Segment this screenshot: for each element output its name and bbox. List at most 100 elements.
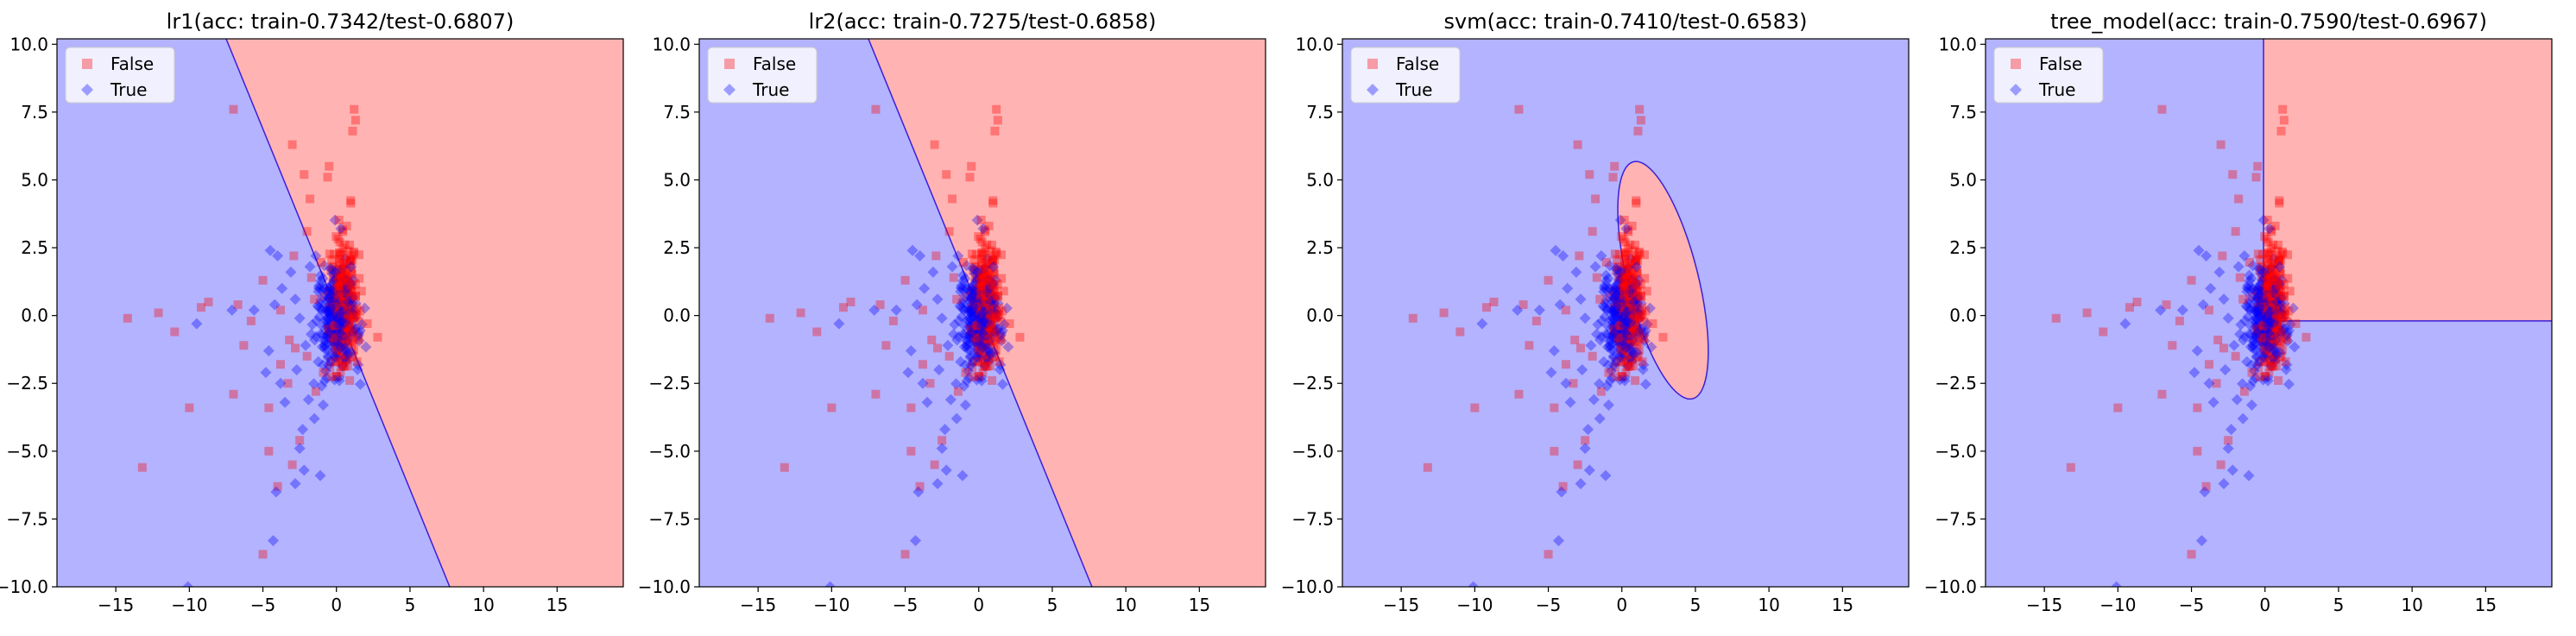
true-point (1624, 322, 1636, 334)
true-point (977, 333, 989, 345)
false-point (1005, 319, 1014, 329)
true-point (1606, 305, 1618, 317)
false-point (986, 312, 995, 321)
true-point (267, 535, 279, 547)
true-point (989, 274, 1001, 286)
true-point (976, 322, 988, 334)
false-point (1615, 338, 1625, 348)
false-point (336, 321, 345, 331)
false-point (336, 342, 345, 351)
false-point (981, 299, 990, 309)
legend-label: True (110, 79, 147, 100)
true-point (974, 335, 986, 347)
false-point (333, 235, 343, 244)
true-point (2252, 292, 2264, 304)
true-point (1625, 284, 1637, 296)
x-tick-label: −10 (1456, 595, 1493, 615)
false-point (1627, 299, 1637, 309)
true-point (2262, 320, 2274, 332)
false-point (986, 324, 995, 334)
false-point (2276, 269, 2285, 279)
false-point (969, 372, 979, 381)
false-point (1619, 273, 1628, 282)
false-point (343, 283, 352, 293)
true-point (1623, 289, 1635, 301)
true-point (2247, 282, 2259, 294)
false-point (2275, 255, 2284, 264)
false-point (330, 294, 339, 304)
true-point (968, 284, 980, 296)
false-point (2219, 343, 2229, 353)
true-point (2278, 323, 2290, 335)
true-point (2240, 299, 2252, 312)
true-point (2247, 339, 2259, 351)
false-point (346, 196, 356, 205)
false-point (2259, 293, 2269, 303)
true-point (978, 305, 990, 317)
true-point (2243, 469, 2255, 482)
false-point (2267, 317, 2276, 326)
true-point (1599, 311, 1611, 323)
false-point (2264, 305, 2274, 315)
false-point (1636, 292, 1645, 301)
false-point (335, 324, 344, 334)
false-point (336, 259, 345, 268)
true-point (337, 360, 349, 372)
y-tick-label: −7.5 (648, 508, 691, 529)
false-point (977, 313, 987, 323)
true-point (974, 284, 986, 296)
true-point (2254, 311, 2266, 323)
true-point (1579, 443, 1591, 455)
false-point (846, 297, 856, 306)
true-point (333, 350, 345, 362)
false-point (2275, 198, 2284, 208)
false-point (332, 372, 342, 381)
false-point (1623, 350, 1632, 360)
true-point (2261, 337, 2273, 349)
false-point (338, 289, 348, 299)
true-point (982, 253, 994, 265)
true-point (2263, 295, 2276, 307)
false-point (974, 232, 983, 242)
true-point (1575, 478, 1587, 490)
x-tick-label: −15 (1383, 595, 1419, 615)
true-point (1582, 424, 1594, 436)
false-point (2262, 342, 2271, 351)
true-point (2262, 323, 2274, 335)
y-tick-label: 7.5 (663, 102, 691, 123)
false-point (2275, 255, 2284, 265)
true-point (1626, 274, 1638, 287)
true-point (332, 299, 344, 311)
true-point (1626, 317, 1638, 329)
false-point (987, 316, 996, 325)
true-point (959, 273, 971, 285)
false-point (2265, 306, 2275, 316)
false-point (875, 300, 885, 310)
true-point (975, 316, 988, 328)
false-point (2267, 264, 2276, 274)
false-point (302, 351, 312, 361)
false-point (1630, 320, 1639, 330)
false-point (264, 446, 274, 456)
false-point (981, 299, 990, 309)
false-point (988, 303, 998, 312)
true-point (967, 262, 979, 274)
true-point (969, 286, 982, 298)
true-point (336, 306, 348, 318)
false-point (974, 356, 983, 366)
true-point (331, 285, 343, 297)
true-point (1621, 300, 1633, 312)
false-point (2273, 316, 2282, 325)
false-point (338, 356, 348, 365)
false-point (344, 322, 354, 331)
true-point (1612, 268, 1624, 280)
true-point (1617, 318, 1629, 330)
true-point (966, 292, 978, 304)
true-point (2258, 319, 2270, 331)
true-point (1601, 305, 1613, 317)
false-point (229, 104, 238, 114)
false-point (2272, 295, 2282, 305)
true-point (2261, 338, 2273, 350)
false-point (2267, 299, 2276, 309)
